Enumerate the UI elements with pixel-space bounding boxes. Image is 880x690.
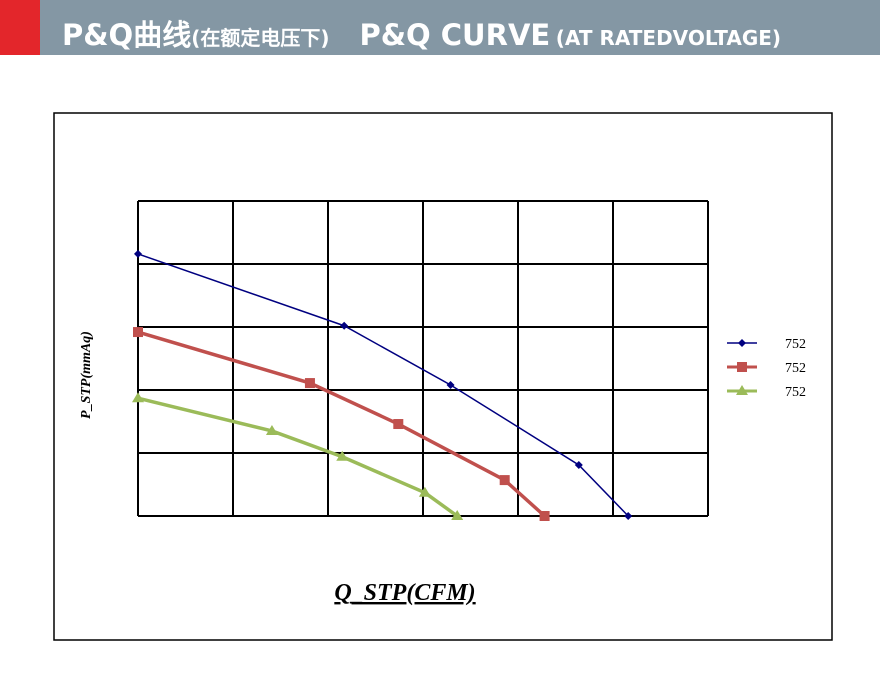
title-cn-note: (在额定电压下) [191,26,330,50]
y-axis-label: P_STP(mmAq) [79,331,94,419]
chart-frame [53,112,833,641]
legend-marker [737,362,747,372]
point [446,380,455,389]
point [134,249,142,258]
point [340,321,349,330]
header-accent [0,0,40,55]
header-title: P&Q曲线(在额定电压下) P&Q CURVE (AT RATEDVOLTAGE) [62,12,781,54]
legend-label: 752 [785,337,806,352]
point [574,460,583,469]
title-cn: P&Q曲线 [62,18,192,52]
series-line [137,396,459,518]
x-axis-label: Q_STP(CFM) [334,580,475,606]
point [393,419,404,430]
title-en: P&Q CURVE [359,18,551,52]
legend-marker [736,385,748,395]
series-line [137,253,629,517]
point [499,475,510,486]
point [132,392,144,403]
series-line [137,330,546,518]
legend-label: 752 [785,385,806,400]
point [265,424,278,435]
point [133,327,143,338]
point [418,486,431,497]
point [539,511,550,521]
point [624,512,633,520]
point [304,378,315,389]
header-bar [0,0,880,55]
legend-label: 752 [785,361,806,376]
point [336,450,349,461]
point [451,510,464,520]
title-en-note: (AT RATEDVOLTAGE) [555,26,782,50]
legend-marker [738,339,746,347]
